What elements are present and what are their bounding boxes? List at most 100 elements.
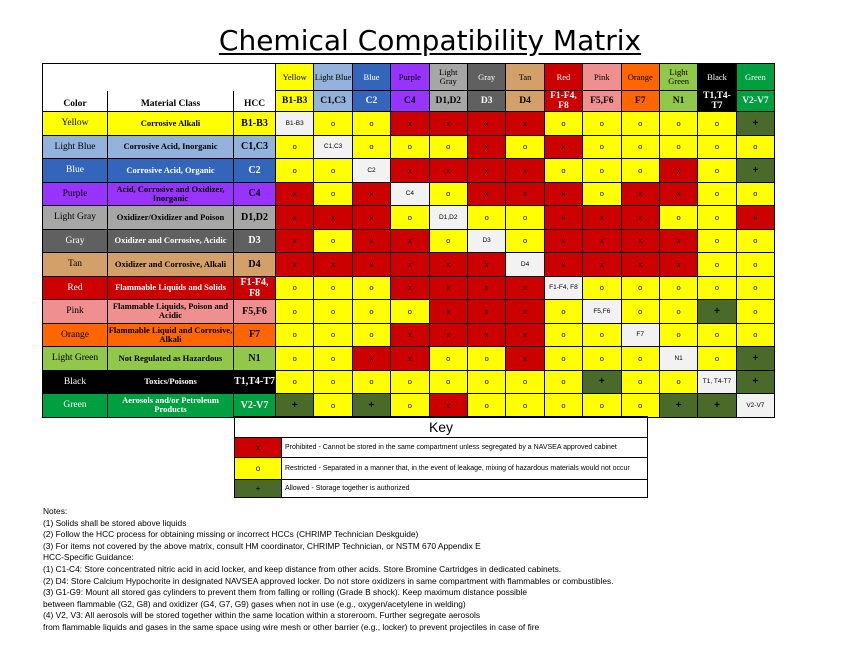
- row-color-name: Purple: [42, 181, 108, 206]
- matrix-cell-restricted: o: [313, 275, 353, 300]
- matrix-cell-prohibited: x: [351, 346, 392, 371]
- matrix-cell-restricted: o: [505, 134, 545, 159]
- matrix-cell-self: F1-F4, F8: [543, 275, 584, 300]
- matrix-row: Green Aerosols and/or Petroleum Products V…: [42, 393, 776, 418]
- row-material-class: Flammable Liquid and Corrosive, Alkali: [107, 322, 234, 347]
- column-code-header: B1-B3: [274, 90, 315, 112]
- matrix-cell-prohibited: x: [658, 252, 699, 277]
- matrix-cell-prohibited: x: [505, 158, 545, 183]
- matrix-cell-prohibited: x: [313, 205, 353, 230]
- matrix-cell-prohibited: x: [582, 205, 622, 230]
- row-hcc-code: F1-F4, F8: [233, 275, 276, 300]
- matrix-cell-prohibited: x: [274, 252, 315, 277]
- guidance-line: (3) G1-G9: Mount all stored gas cylinder…: [43, 587, 528, 598]
- row-hcc-code: F5,F6: [233, 299, 276, 324]
- matrix-cell-restricted: o: [697, 346, 737, 371]
- column-code-header: V2-V7: [735, 90, 776, 112]
- column-color-header: Black: [697, 63, 737, 91]
- matrix-cell-prohibited: x: [582, 228, 622, 253]
- matrix-cell-allowed: +: [274, 393, 315, 418]
- matrix-cell-restricted: o: [390, 299, 430, 324]
- matrix-cell-restricted: o: [313, 181, 353, 206]
- matrix-cell-restricted: o: [582, 158, 622, 183]
- column-color-header: Light Blue: [313, 63, 353, 91]
- matrix-cell-restricted: o: [582, 322, 622, 347]
- matrix-cell-prohibited: x: [428, 322, 468, 347]
- row-material-class: Aerosols and/or Petroleum Products: [107, 393, 234, 418]
- matrix-cell-prohibited: x: [466, 275, 507, 300]
- matrix-cell-prohibited: x: [274, 205, 315, 230]
- matrix-cell-restricted: o: [313, 111, 353, 136]
- header-corner: [42, 63, 276, 91]
- matrix-cell-restricted: o: [390, 393, 430, 418]
- matrix-cell-prohibited: x: [543, 181, 584, 206]
- matrix-cell-restricted: o: [582, 393, 622, 418]
- matrix-cell-prohibited: x: [390, 346, 430, 371]
- matrix-cell-prohibited: x: [351, 205, 392, 230]
- matrix-cell-restricted: o: [582, 346, 622, 371]
- row-material-class: Corrosive Acid, Inorganic: [107, 134, 234, 159]
- matrix-cell-restricted: o: [697, 134, 737, 159]
- row-hcc-code: D1,D2: [233, 205, 276, 230]
- row-color-name: Light Green: [42, 346, 108, 371]
- row-material-class: Flammable Liquids and Solids: [107, 275, 234, 300]
- matrix-cell-prohibited: x: [428, 111, 468, 136]
- matrix-cell-restricted: o: [620, 134, 660, 159]
- matrix-row: Tan Oxidizer and Corrosive, Alkali D4 x x x x x…: [42, 252, 776, 277]
- matrix-cell-prohibited: x: [351, 228, 392, 253]
- matrix-cell-restricted: o: [620, 111, 660, 136]
- row-hcc-code: C1,C3: [233, 134, 276, 159]
- matrix-cell-prohibited: x: [351, 252, 392, 277]
- matrix-cell-restricted: o: [658, 322, 699, 347]
- matrix-cell-prohibited: x: [505, 181, 545, 206]
- column-color-header: Light Green: [658, 63, 699, 91]
- column-code-header: C4: [390, 90, 430, 112]
- matrix-cell-restricted: o: [274, 275, 315, 300]
- key-title: Key: [234, 416, 648, 438]
- matrix-cell-prohibited: x: [466, 252, 507, 277]
- matrix-cell-restricted: o: [274, 158, 315, 183]
- matrix-cell-restricted: o: [543, 346, 584, 371]
- matrix-row: Light Blue Corrosive Acid, Inorganic C1,C3…: [42, 134, 776, 159]
- row-color-name: Orange: [42, 322, 108, 347]
- matrix-cell-prohibited: x: [390, 111, 430, 136]
- matrix-cell-prohibited: x: [390, 228, 430, 253]
- header-color-row: Yellow Light Blue Blue Purple Light Gray Gray…: [42, 63, 776, 91]
- matrix-cell-restricted: o: [313, 228, 353, 253]
- matrix-cell-restricted: o: [274, 346, 315, 371]
- matrix-cell-restricted: o: [313, 346, 353, 371]
- row-color-name: Tan: [42, 252, 108, 277]
- row-material-class: Oxidizer and Corrosive, Acidic: [107, 228, 234, 253]
- matrix-cell-restricted: o: [466, 369, 507, 394]
- matrix-cell-self: F5,F6: [582, 299, 622, 324]
- matrix-cell-restricted: o: [351, 299, 392, 324]
- column-color-header: Orange: [620, 63, 660, 91]
- guidance-line: (1) C1-C4: Store concentrated nitric aci…: [43, 563, 562, 574]
- row-hcc-code: V2-V7: [233, 393, 276, 418]
- guidance-line: (2) D4: Store Calcium Hypochorite in des…: [43, 575, 614, 586]
- key-prohibited-text: Prohibited - Cannot be stored in the sam…: [281, 437, 648, 458]
- row-hcc-code: B1-B3: [233, 111, 276, 136]
- column-code-header: N1: [658, 90, 699, 112]
- matrix-cell-prohibited: x: [620, 181, 660, 206]
- matrix-cell-prohibited: x: [428, 252, 468, 277]
- column-code-header: F5,F6: [582, 90, 622, 112]
- matrix-row: Orange Flammable Liquid and Corrosive, Al…: [42, 322, 776, 347]
- matrix-cell-restricted: o: [697, 181, 737, 206]
- column-header-material: Material Class: [107, 90, 234, 112]
- matrix-cell-prohibited: x: [274, 228, 315, 253]
- matrix-cell-restricted: o: [313, 369, 353, 394]
- matrix-cell-restricted: o: [428, 181, 468, 206]
- column-code-header: F7: [620, 90, 660, 112]
- matrix-cell-restricted: o: [390, 205, 430, 230]
- column-color-header: Blue: [351, 63, 392, 91]
- matrix-cell-restricted: o: [543, 111, 584, 136]
- matrix-cell-self: D4: [505, 252, 545, 277]
- matrix-cell-self: C4: [390, 181, 430, 206]
- matrix-cell-self: C2: [351, 158, 392, 183]
- column-code-header: C2: [351, 90, 392, 112]
- matrix-cell-restricted: o: [313, 322, 353, 347]
- row-hcc-code: F7: [233, 322, 276, 347]
- row-material-class: Flammable Liquids, Poison and Acidic: [107, 299, 234, 324]
- column-code-header: T1,T4-T7: [697, 90, 737, 112]
